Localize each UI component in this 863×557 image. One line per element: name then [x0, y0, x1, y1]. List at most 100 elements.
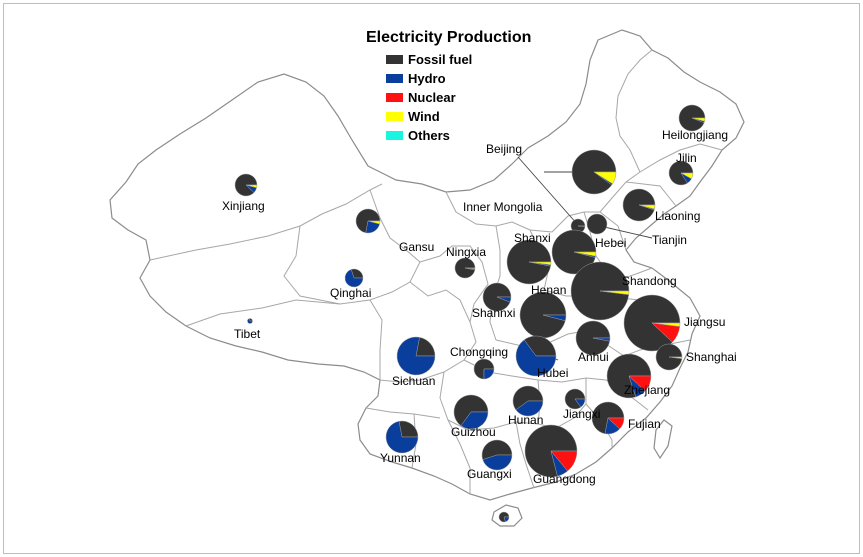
pie-tibet	[247, 318, 253, 324]
pie-hebei	[551, 229, 597, 275]
pie-layer	[234, 104, 706, 523]
slice-jiangsu-wind	[651, 322, 681, 327]
label-hubei: Hubei	[537, 366, 568, 380]
label-xinjiang: Xinjiang	[222, 199, 265, 213]
label-guizhou: Guizhou	[451, 425, 496, 439]
slice-sichuan-hydro	[396, 336, 436, 376]
pie-xinjiang	[234, 173, 258, 197]
slice-tibet-hydro	[247, 318, 253, 324]
slice-shannxi-hydro	[496, 296, 512, 303]
slice-hubei-fossil	[523, 335, 557, 357]
legend-label-wind: Wind	[408, 109, 440, 124]
pie-liaoning	[622, 188, 656, 222]
slice-yunnan-fossil	[398, 420, 419, 438]
pie-anhui	[575, 320, 611, 356]
slice-hubei-hydro	[515, 339, 557, 377]
label-shanghai: Shanghai	[686, 350, 737, 364]
pie-jilin	[668, 160, 694, 186]
label-tibet: Tibet	[234, 327, 261, 341]
slice-liaoning-wind	[638, 204, 656, 210]
label-gansu: Gansu	[399, 240, 434, 254]
label-heilongjiang: Heilongjiang	[662, 128, 728, 142]
label-yunnan: Yunnan	[380, 451, 421, 465]
pie-qinghai	[344, 268, 364, 288]
pie-fujian	[591, 401, 625, 435]
slice-shanghai-wind	[668, 356, 683, 359]
slice-gansu-wind	[367, 220, 381, 225]
label-shandong: Shandong	[622, 274, 677, 288]
slice-guizhou-fossil	[453, 394, 489, 427]
pie-guizhou	[453, 394, 489, 430]
legend: Fossil fuel Hydro Nuclear Wind Others	[386, 52, 472, 143]
slice-hunan-hydro	[515, 400, 544, 417]
pie-shanghai	[655, 343, 683, 371]
pie-sichuan	[396, 336, 436, 376]
slice-shanxi-wind	[528, 261, 552, 266]
slice-ningxia-wind	[464, 267, 476, 269]
slice-fujian-nuclear	[607, 417, 625, 430]
label-jiangsu: Jiangsu	[684, 315, 725, 329]
slice-henan-hydro	[542, 314, 567, 322]
legend-label-others: Others	[408, 128, 450, 143]
label-zhejiang: Zhejiang	[624, 383, 670, 397]
slice-hainan-fossil	[498, 511, 510, 523]
label-guangdong: Guangdong	[533, 472, 596, 486]
chart-title: Electricity Production	[366, 29, 531, 46]
pie-zhejiang	[606, 353, 652, 399]
label-liaoning: Liaoning	[655, 209, 700, 223]
pie-guangdong	[524, 424, 578, 478]
legend-swatch-nuclear	[386, 93, 403, 102]
pie-inner-mongolia	[571, 149, 617, 195]
pie-beijing	[570, 218, 586, 234]
label-sichuan: Sichuan	[392, 374, 435, 388]
label-hebei: Hebei	[595, 236, 626, 250]
slice-hunan-fossil	[512, 385, 544, 411]
label-inner-mongolia: Inner Mongolia	[463, 200, 543, 214]
pie-guangxi	[481, 439, 513, 471]
label-tianjin: Tianjin	[652, 233, 687, 247]
legend-swatch-others	[386, 131, 403, 140]
legend-swatch-fossil	[386, 55, 403, 64]
pie-jiangsu	[623, 294, 681, 352]
label-jilin: Jilin	[676, 151, 697, 165]
legend-label-hydro: Hydro	[408, 71, 446, 86]
slice-heilongjiang-wind	[691, 117, 706, 122]
slice-zhejiang-nuclear	[628, 375, 652, 392]
slice-xinjiang-wind	[245, 184, 258, 189]
pie-hainan	[498, 511, 510, 523]
label-chongqing: Chongqing	[450, 345, 508, 359]
pie-gansu	[355, 208, 381, 234]
label-anhui: Anhui	[578, 350, 609, 364]
slice-anhui-hydro	[592, 337, 611, 342]
slice-guangxi-hydro	[482, 454, 513, 471]
label-fujian: Fujian	[628, 417, 661, 431]
pie-heilongjiang	[678, 104, 706, 132]
legend-swatch-hydro	[386, 74, 403, 83]
pie-chongqing	[473, 358, 495, 380]
label-hunan: Hunan	[508, 413, 543, 427]
pie-shannxi	[482, 282, 512, 312]
pie-jiangxi	[564, 388, 586, 410]
slice-jiangxi-hydro	[574, 398, 586, 408]
slice-guizhou-hydro	[460, 411, 489, 430]
leader-tianjin	[599, 225, 653, 239]
slice-yunnan-hydro	[385, 420, 419, 454]
pie-yunnan	[385, 420, 419, 454]
legend-label-nuclear: Nuclear	[408, 90, 456, 105]
pie-hunan	[512, 385, 544, 417]
label-qinghai: Qinghai	[330, 286, 371, 300]
slice-inner-mongolia-wind	[593, 171, 617, 185]
slice-guangxi-fossil	[481, 439, 513, 460]
label-ningxia: Ningxia	[446, 245, 486, 259]
legend-swatch-wind	[386, 112, 403, 121]
pie-ningxia	[454, 257, 476, 279]
province-borders	[149, 49, 723, 494]
pie-shanxi	[506, 239, 552, 285]
label-jiangxi: Jiangxi	[563, 407, 600, 421]
taiwan-outline	[653, 419, 673, 460]
slice-qinghai-hydro	[344, 269, 364, 288]
pie-shandong	[570, 261, 630, 321]
slice-hainan-hydro	[503, 516, 510, 523]
slice-guangdong-nuclear	[550, 450, 578, 472]
